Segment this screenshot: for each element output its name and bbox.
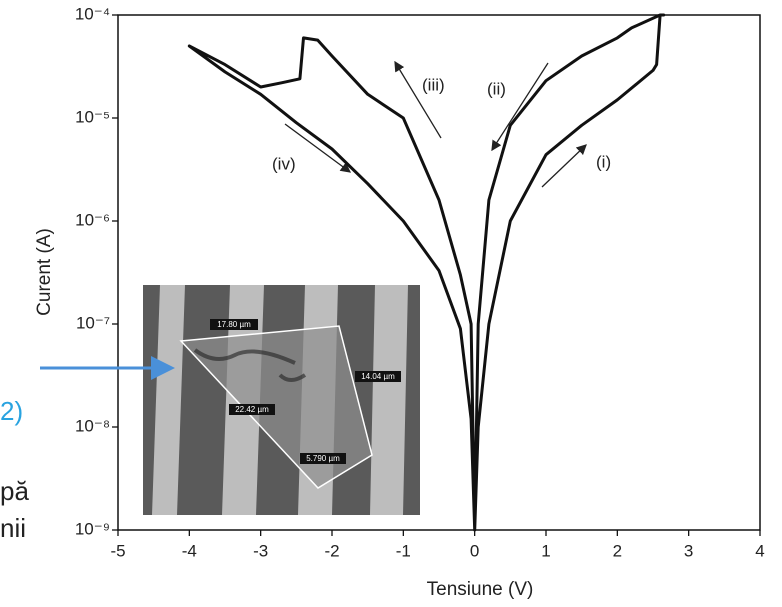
inset-label: 5.790 µm — [306, 454, 340, 463]
y-tick-label: 10⁻⁶ — [75, 210, 110, 229]
x-tick-label: -4 — [182, 541, 197, 560]
x-tick-label: 3 — [684, 541, 693, 560]
x-tick-label: -2 — [324, 541, 339, 560]
x-tick-label: 1 — [541, 541, 550, 560]
y-tick-label: 10⁻⁴ — [75, 4, 110, 23]
inset-label: 22.42 µm — [235, 405, 269, 414]
y-axis-title: Curent (A) — [34, 228, 55, 316]
annotation: (iii) — [422, 75, 445, 94]
x-axis-title: Tensiune (V) — [427, 579, 534, 600]
x-tick-label: -3 — [253, 541, 268, 560]
slide-text: 2) — [0, 396, 23, 426]
x-tick-label: 2 — [613, 541, 622, 560]
y-tick-label: 10⁻⁵ — [75, 107, 110, 126]
y-tick-label: 10⁻⁸ — [75, 416, 110, 435]
inset-label: 14.04 µm — [361, 372, 395, 381]
x-tick-label: 4 — [755, 541, 764, 560]
x-tick-label: 0 — [470, 541, 479, 560]
y-tick-label: 10⁻⁷ — [76, 313, 110, 332]
plot-frame — [117, 14, 761, 531]
y-tick-label: 10⁻⁹ — [75, 519, 110, 538]
annotation: (ii) — [487, 79, 506, 98]
annotation: (iv) — [272, 154, 296, 173]
arrows — [284, 60, 587, 188]
slide-text: pă — [0, 476, 29, 506]
inset-image: 17.80 µm 14.04 µm 22.42 µm 5.790 µm — [143, 285, 420, 515]
slide-text: nii — [0, 513, 26, 543]
annotation: (i) — [596, 152, 611, 171]
x-tick-label: -1 — [396, 541, 411, 560]
inset-label: 17.80 µm — [217, 320, 251, 329]
x-tick-label: -5 — [110, 541, 125, 560]
data-line — [187, 13, 666, 532]
